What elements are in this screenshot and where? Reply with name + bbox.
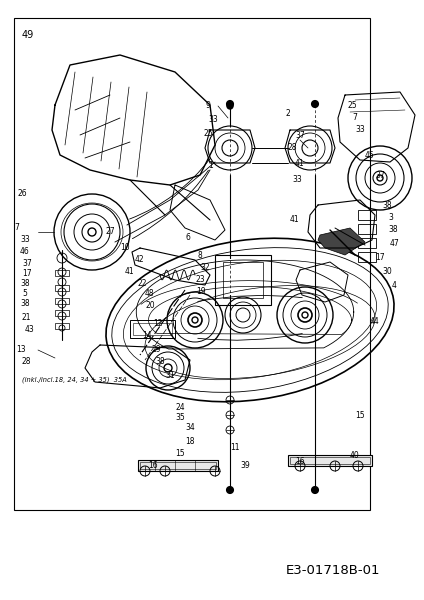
Text: 2: 2 — [285, 109, 290, 118]
Bar — [138, 460, 218, 471]
Text: 30: 30 — [382, 268, 392, 277]
Text: 9: 9 — [206, 101, 211, 110]
Text: 34: 34 — [185, 424, 195, 433]
Circle shape — [312, 100, 318, 107]
Circle shape — [226, 100, 234, 107]
Text: 45: 45 — [365, 151, 375, 160]
Text: 29: 29 — [152, 346, 162, 355]
Bar — [55, 310, 69, 316]
Text: 38: 38 — [382, 200, 392, 209]
Bar — [14, 18, 370, 510]
Bar — [133, 323, 172, 335]
Text: 33: 33 — [292, 175, 302, 185]
Circle shape — [226, 487, 234, 493]
Text: 23: 23 — [195, 275, 205, 284]
Text: 17: 17 — [22, 269, 32, 278]
Polygon shape — [318, 228, 365, 255]
Text: 37: 37 — [375, 170, 385, 179]
Text: 38: 38 — [388, 226, 398, 235]
Bar — [140, 462, 216, 469]
Text: 41: 41 — [290, 215, 300, 224]
Text: 38: 38 — [155, 358, 165, 367]
Bar — [55, 270, 69, 276]
Text: 4: 4 — [392, 280, 397, 289]
Bar — [223, 262, 263, 298]
Text: 15: 15 — [175, 449, 184, 458]
Text: 1: 1 — [208, 160, 213, 169]
Text: E3-01718B-01: E3-01718B-01 — [285, 563, 380, 577]
Text: 47: 47 — [390, 239, 400, 248]
Text: 12: 12 — [153, 319, 162, 329]
Text: 42: 42 — [135, 256, 145, 265]
Text: 48: 48 — [145, 289, 155, 298]
Text: 22: 22 — [138, 278, 148, 287]
Text: 8: 8 — [197, 251, 202, 259]
Bar — [55, 285, 69, 291]
Text: 32: 32 — [200, 263, 209, 272]
Text: 5: 5 — [22, 289, 27, 298]
Text: 27: 27 — [105, 227, 114, 236]
Circle shape — [227, 103, 233, 109]
Text: 37: 37 — [22, 259, 32, 269]
Text: 38: 38 — [20, 299, 30, 308]
Text: 10: 10 — [120, 244, 130, 253]
Text: 19: 19 — [196, 287, 206, 296]
Bar — [288, 455, 372, 466]
Text: 26: 26 — [18, 188, 28, 197]
Text: 28: 28 — [22, 358, 31, 367]
Text: 44: 44 — [370, 317, 380, 326]
Bar — [55, 298, 69, 304]
Text: 49: 49 — [22, 30, 34, 40]
Text: 28: 28 — [288, 143, 298, 152]
Bar — [55, 323, 69, 329]
Circle shape — [312, 487, 318, 493]
Text: 41: 41 — [295, 158, 304, 167]
Text: 37: 37 — [295, 130, 305, 139]
Bar — [358, 210, 376, 220]
Bar — [130, 320, 175, 338]
Text: 18: 18 — [185, 437, 195, 445]
Text: 13: 13 — [16, 346, 25, 355]
Text: 33: 33 — [208, 115, 218, 124]
Text: 11: 11 — [230, 443, 240, 452]
Text: 33: 33 — [355, 125, 365, 134]
Text: 43: 43 — [25, 325, 35, 335]
Bar — [215, 255, 271, 305]
Text: 25: 25 — [348, 100, 357, 109]
Bar — [358, 238, 376, 248]
Bar — [290, 457, 370, 464]
Text: 16: 16 — [148, 461, 158, 470]
Bar — [358, 224, 376, 234]
Text: 46: 46 — [20, 247, 30, 257]
Text: 14: 14 — [142, 331, 152, 340]
Text: 3: 3 — [388, 214, 393, 223]
Text: 6: 6 — [185, 233, 190, 242]
Text: 40: 40 — [350, 451, 360, 460]
Bar — [358, 252, 376, 262]
Text: 33: 33 — [20, 235, 30, 245]
Text: 15: 15 — [355, 410, 365, 419]
Text: 39: 39 — [240, 461, 250, 469]
Text: 38: 38 — [20, 280, 30, 289]
Text: 35: 35 — [175, 413, 185, 422]
Text: 41: 41 — [125, 268, 135, 277]
Text: 7: 7 — [14, 223, 19, 232]
Text: 17: 17 — [375, 253, 385, 263]
Text: (inkl./incl.18, 24, 34 + 35)  35A: (inkl./incl.18, 24, 34 + 35) 35A — [22, 377, 127, 383]
Text: 7: 7 — [352, 113, 357, 122]
Text: 16: 16 — [295, 457, 304, 466]
Text: 25: 25 — [204, 128, 214, 137]
Text: 24: 24 — [175, 403, 184, 413]
Text: 21: 21 — [22, 313, 31, 323]
Text: 20: 20 — [145, 301, 155, 311]
Text: 31: 31 — [165, 370, 175, 379]
